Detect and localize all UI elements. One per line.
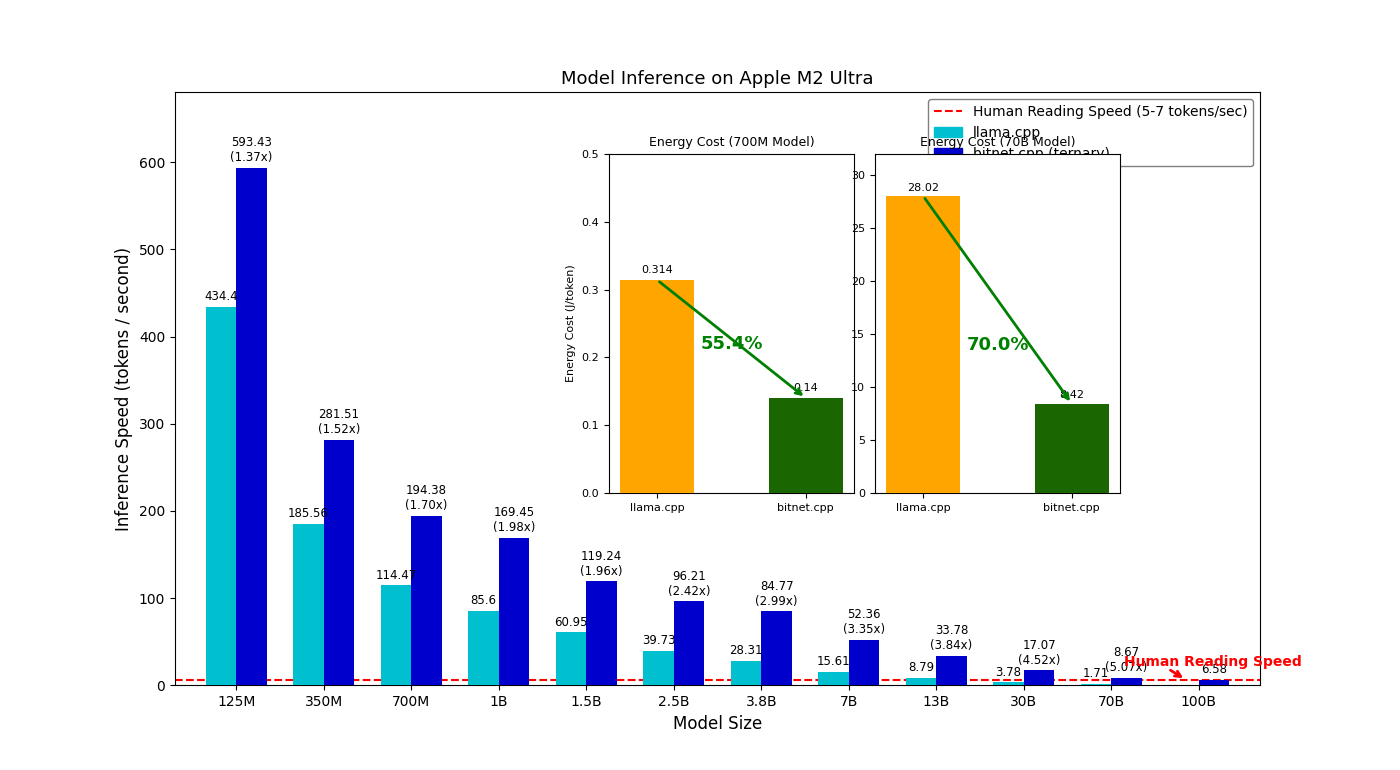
Text: Human Reading Speed: Human Reading Speed [1124,655,1302,669]
Bar [1035,403,1109,493]
Bar [587,581,617,685]
Y-axis label: Inference Speed (tokens / second): Inference Speed (tokens / second) [115,247,133,531]
Title: Energy Cost (70B Model): Energy Cost (70B Model) [920,136,1075,149]
Text: 169.45
(1.98x): 169.45 (1.98x) [493,506,535,534]
Text: 8.42: 8.42 [1060,390,1084,400]
Title: Model Inference on Apple M2 Ultra: Model Inference on Apple M2 Ultra [561,70,874,88]
Text: 593.43
(1.37x): 593.43 (1.37x) [231,136,273,164]
Title: Energy Cost (700M Model): Energy Cost (700M Model) [648,136,815,149]
Bar [673,601,704,685]
Bar [498,537,529,685]
Bar [937,656,967,685]
Bar [769,398,843,493]
Bar [556,632,587,685]
Text: 194.38
(1.70x): 194.38 (1.70x) [406,484,448,512]
Text: 0.14: 0.14 [794,383,818,393]
Legend: Human Reading Speed (5-7 tokens/sec), llama.cpp, bitnet.cpp (ternary): Human Reading Speed (5-7 tokens/sec), ll… [928,99,1253,166]
Text: 281.51
(1.52x): 281.51 (1.52x) [318,408,360,437]
Bar [468,611,498,685]
Text: 0.314: 0.314 [641,265,673,275]
Bar [848,640,879,685]
Bar [1023,671,1054,685]
Text: 55.4%: 55.4% [700,335,763,353]
Y-axis label: Energy Cost (J/token): Energy Cost (J/token) [566,265,575,382]
Text: 15.61: 15.61 [816,655,850,668]
Text: 52.36
(3.35x): 52.36 (3.35x) [843,608,885,636]
Text: 434.4: 434.4 [204,290,238,303]
Bar [818,671,848,685]
Bar [412,516,442,685]
Bar [886,196,960,493]
Bar [643,651,673,685]
Bar [731,661,762,685]
Bar [762,611,792,685]
Text: 17.07
(4.52x): 17.07 (4.52x) [1018,639,1060,667]
Text: 119.24
(1.96x): 119.24 (1.96x) [581,550,623,578]
Bar [381,585,412,685]
Text: 85.6: 85.6 [470,594,497,608]
Bar [206,306,237,685]
Bar [1081,684,1112,685]
Bar [293,524,323,685]
Text: 33.78
(3.84x): 33.78 (3.84x) [931,624,973,652]
Text: 1.71: 1.71 [1082,668,1109,681]
Bar [906,678,937,685]
Text: 3.78: 3.78 [995,665,1022,678]
Bar [237,168,267,685]
Text: 185.56: 185.56 [288,507,329,520]
X-axis label: Model Size: Model Size [673,715,762,732]
Text: 114.47: 114.47 [375,569,417,582]
Text: 28.02: 28.02 [907,183,939,193]
Bar [1112,678,1142,685]
Text: 84.77
(2.99x): 84.77 (2.99x) [756,580,798,608]
Text: 60.95: 60.95 [554,616,588,628]
Bar [620,280,694,493]
Text: 96.21
(2.42x): 96.21 (2.42x) [668,570,710,598]
Text: 70.0%: 70.0% [966,336,1029,353]
Text: 28.31: 28.31 [729,644,763,657]
Text: 39.73: 39.73 [641,634,675,647]
Text: 6.58: 6.58 [1201,663,1226,676]
Text: 8.67
(5.07x): 8.67 (5.07x) [1106,646,1148,675]
Text: 8.79: 8.79 [907,661,934,675]
Bar [323,440,354,685]
Bar [1198,680,1229,685]
Bar [993,682,1023,685]
